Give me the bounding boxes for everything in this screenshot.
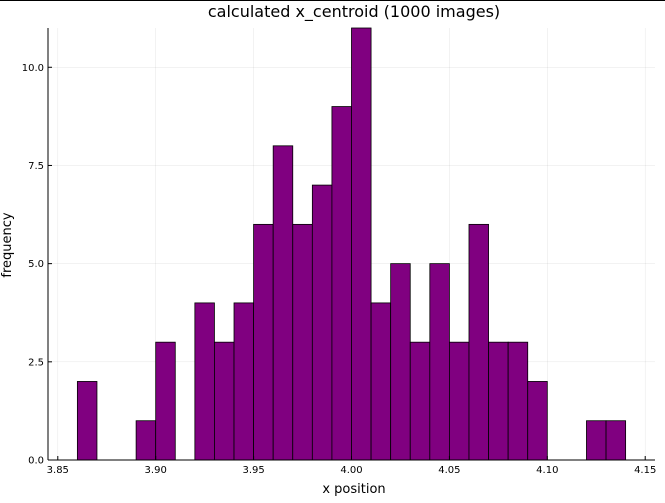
histogram-bar — [605, 420, 627, 461]
x-tick-label: 3.90 — [145, 465, 167, 476]
x-tick-label: 4.05 — [438, 465, 460, 476]
y-tick-label: 10.0 — [22, 63, 44, 74]
chart-title: calculated x_centroid (1000 images) — [208, 2, 500, 22]
x-tick-label: 3.95 — [242, 465, 264, 476]
bars-layer — [76, 27, 627, 461]
x-tick-label: 4.00 — [340, 465, 362, 476]
x-axis-label: x position — [322, 482, 385, 497]
histogram-bar — [429, 263, 450, 461]
histogram-bar — [409, 341, 431, 461]
histogram-bar — [449, 341, 470, 461]
histogram-bar — [586, 420, 607, 461]
histogram-bar — [468, 223, 489, 461]
histogram-bar — [135, 420, 157, 461]
y-tick-label: 7.5 — [28, 161, 44, 172]
histogram-bar — [390, 263, 411, 461]
histogram-bar — [214, 341, 235, 461]
y-axis-label: frequency — [0, 212, 15, 278]
histogram-bar — [233, 302, 254, 461]
histogram-bar — [351, 27, 372, 461]
x-tick-label: 3.85 — [47, 465, 69, 476]
histogram-bar — [292, 223, 313, 461]
y-tick-label: 2.5 — [28, 357, 44, 368]
y-tick-label: 5.0 — [28, 259, 44, 270]
x-tick-label: 4.15 — [634, 465, 656, 476]
histogram-bar — [507, 341, 529, 461]
y-tick-label: 0.0 — [28, 456, 44, 467]
histogram-bar — [76, 381, 98, 461]
histogram-bar — [194, 302, 215, 461]
histogram-bar — [311, 184, 333, 461]
histogram-bar — [253, 223, 274, 461]
histogram-bar — [272, 145, 294, 461]
histogram-bar — [527, 381, 548, 461]
x-tick-label: 4.10 — [536, 465, 558, 476]
histogram-bar — [488, 341, 509, 461]
histogram-bar — [370, 302, 392, 461]
ticks-layer: 3.85 3.90 3.95 4.00 4.05 4.10 4.15 0.0 2.5 5.0 7.5… — [22, 63, 657, 476]
histogram-bar — [331, 106, 352, 461]
histogram-bar — [155, 341, 176, 461]
